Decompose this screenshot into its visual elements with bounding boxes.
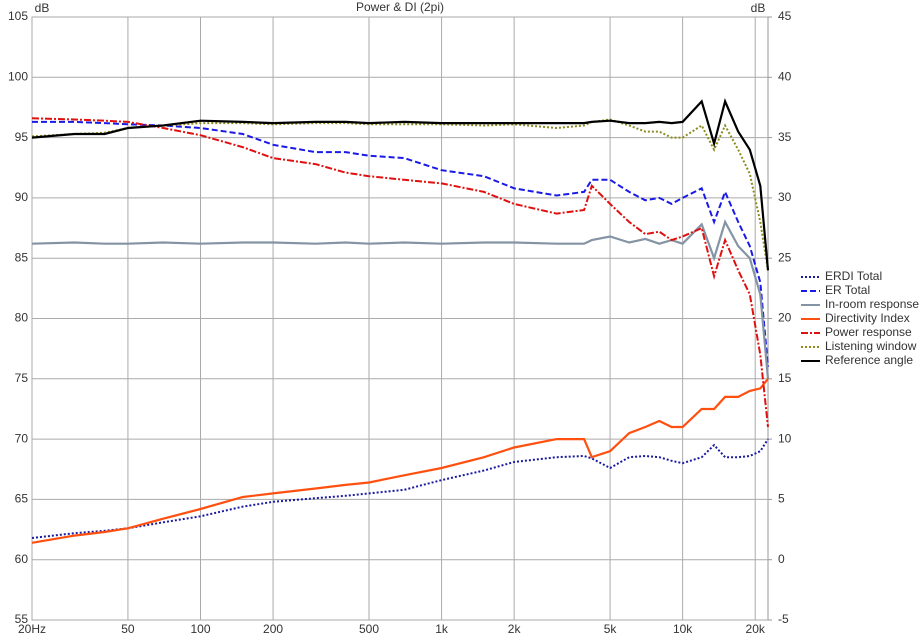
legend-label: Listening window [825, 339, 917, 353]
x-tick-label: 2k [508, 622, 522, 636]
y2-tick-label: 5 [778, 492, 785, 506]
y2-tick-label: 30 [778, 190, 792, 204]
series-line [31, 117, 769, 428]
y-tick-label: 70 [15, 431, 29, 445]
y2-axis-label: dB [751, 1, 766, 15]
y2-tick-label: 40 [778, 69, 792, 83]
y2-tick-label: 10 [778, 431, 792, 445]
y-tick-label: 60 [15, 552, 29, 566]
y-axis-label: dB [35, 1, 50, 15]
series-line [31, 219, 770, 379]
y2-tick-label: 0 [778, 552, 785, 566]
legend-label: Directivity Index [825, 311, 910, 325]
y-tick-label: 55 [15, 612, 29, 626]
x-tick-label: 500 [359, 622, 379, 636]
x-tick-label: 1k [435, 622, 449, 636]
y2-tick-label: 45 [778, 9, 792, 23]
x-tick-label: 100 [190, 622, 210, 636]
y2-tick-label: 20 [778, 311, 792, 325]
series-line [32, 120, 769, 367]
y-tick-label: 85 [15, 250, 29, 264]
y2-tick-label: 35 [778, 130, 792, 144]
y2-tick-label: 25 [778, 250, 792, 264]
x-tick-label: 20Hz [18, 622, 46, 636]
legend-label: In-room response [825, 297, 919, 311]
legend-label: Reference angle [825, 353, 913, 367]
y2-tick-label: 15 [778, 371, 792, 385]
series-line [31, 98, 770, 271]
legend-label: ERDI Total [825, 269, 882, 283]
series-line [31, 438, 769, 539]
y-tick-label: 105 [8, 9, 28, 23]
series-line [31, 378, 769, 544]
x-tick-label: 10k [673, 622, 693, 636]
x-tick-label: 200 [263, 622, 283, 636]
series-line [31, 118, 769, 271]
y2-tick-label: -5 [778, 612, 789, 626]
y-tick-label: 65 [15, 492, 29, 506]
y-tick-label: 75 [15, 371, 29, 385]
y-tick-label: 100 [8, 69, 28, 83]
legend-label: ER Total [825, 283, 870, 297]
chart-title: Power & DI (2pi) [356, 0, 444, 14]
x-tick-label: 50 [121, 622, 135, 636]
y-tick-label: 80 [15, 311, 29, 325]
y-tick-label: 95 [15, 130, 29, 144]
legend-label: Power response [825, 325, 912, 339]
x-tick-label: 5k [604, 622, 618, 636]
y-tick-label: 90 [15, 190, 29, 204]
x-tick-label: 20k [746, 622, 766, 636]
